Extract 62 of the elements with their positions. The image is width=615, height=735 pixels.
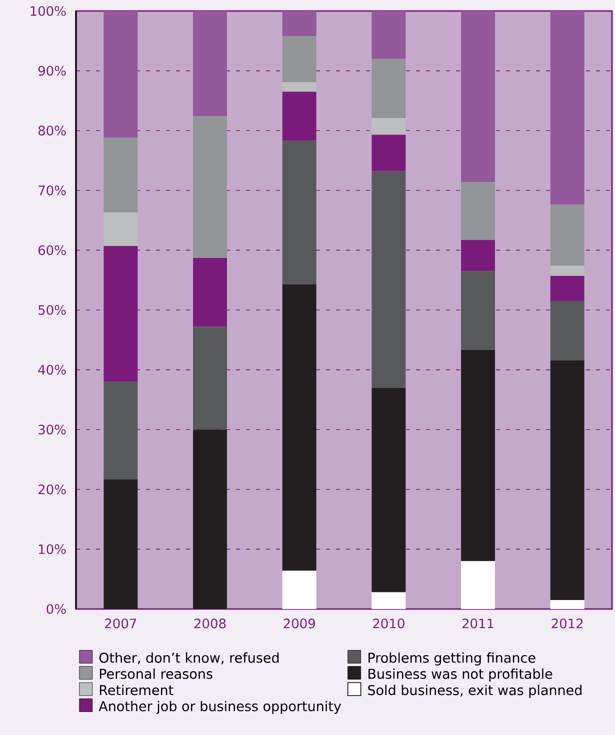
bar [461,10,495,182]
bar [104,212,138,246]
x-tick-label: 2012 [552,618,583,628]
bar [550,301,584,360]
bar [372,118,406,135]
y-tick-label: 90% [38,66,66,76]
bar [282,140,316,284]
bar [461,350,495,562]
bar [282,570,316,609]
bar [104,10,138,138]
x-tick-label: 2008 [194,618,226,628]
bar [461,561,495,609]
bar [104,246,138,382]
legend-label: Sold business, exit was planned [368,684,582,698]
bar [104,138,138,213]
y-tick-label: 80% [38,126,66,136]
y-tick-label: 10% [39,544,66,554]
bar [550,266,584,276]
y-tick-label: 70% [38,185,66,196]
bar [461,240,495,272]
bar [282,10,316,36]
bar [193,258,227,327]
legend-label: Another job or business opportunity [98,700,342,714]
bar [372,58,406,118]
legend-label: Problems getting finance [368,652,536,666]
y-tick-label: 50% [38,305,66,315]
bar [461,182,495,240]
bar [104,382,138,480]
y-tick-label: 20% [38,484,66,494]
bar [550,10,584,205]
bar [282,92,316,141]
y-tick-label: 60% [38,245,66,256]
y-tick-label: 40% [38,364,66,375]
bar [282,36,316,82]
legend-label: Retirement [100,684,174,696]
bar [193,116,227,258]
bar [372,388,406,592]
x-tick-label: 2007 [105,618,136,628]
x-tick-label: 2009 [284,618,315,628]
bar [372,10,406,59]
legend-label: Business was not profitable [368,668,552,682]
bar [461,271,495,350]
bar [550,276,584,302]
legend-label: Personal reasons [100,668,212,679]
bar [193,430,227,609]
legend-label: Other, don’t know, refused [99,652,279,664]
bar [372,592,406,609]
x-tick-label: 2010 [373,618,404,628]
y-tick-label: 30% [38,424,66,435]
bar [282,82,316,92]
bar [193,10,227,116]
bar [104,479,138,609]
bar [550,600,584,609]
bar [550,204,584,266]
bar [372,134,406,172]
bar [372,171,406,388]
bar [550,360,584,600]
bar [193,326,227,430]
y-tick-label: 0% [46,604,66,614]
y-tick-label: 100% [30,6,66,16]
x-tick-label: 2011 [462,618,494,628]
bar [282,284,316,571]
